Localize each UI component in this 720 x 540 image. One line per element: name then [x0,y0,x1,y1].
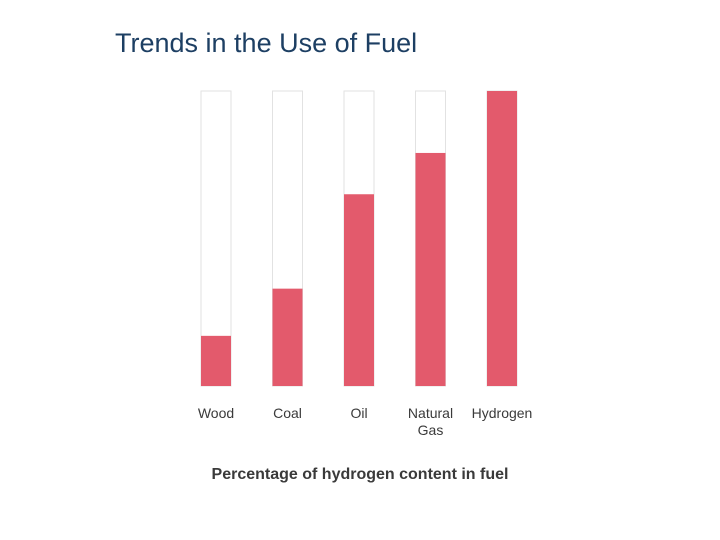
x-tick-label-line: Gas [418,422,444,438]
x-tick-label-oil: Oil [350,405,367,421]
bars-group [200,90,518,387]
x-tick-label-line: Hydrogen [472,405,533,421]
x-tick-label-line: Natural [408,405,453,421]
bar-coal [272,288,303,386]
bar-natural-gas [415,152,446,386]
x-tick-label-natural-gas: Natural Gas [408,405,453,438]
slide-title: Trends in the Use of Fuel [115,28,418,58]
x-tick-label-line: Coal [273,405,302,421]
x-axis-title: Percentage of hydrogen content in fuel [212,466,509,483]
x-tick-label-hydrogen: Hydrogen [472,405,533,421]
bar-oil [344,194,374,386]
bar-wood [201,335,231,386]
x-tick-label-wood: Wood [198,405,234,421]
bar-hydrogen [487,91,517,386]
x-tick-labels: Wood Coal Oil Natural Gas Hydrogen [198,405,533,438]
x-tick-label-line: Oil [350,405,367,421]
x-tick-label-line: Wood [198,405,234,421]
x-tick-label-coal: Coal [273,405,302,421]
